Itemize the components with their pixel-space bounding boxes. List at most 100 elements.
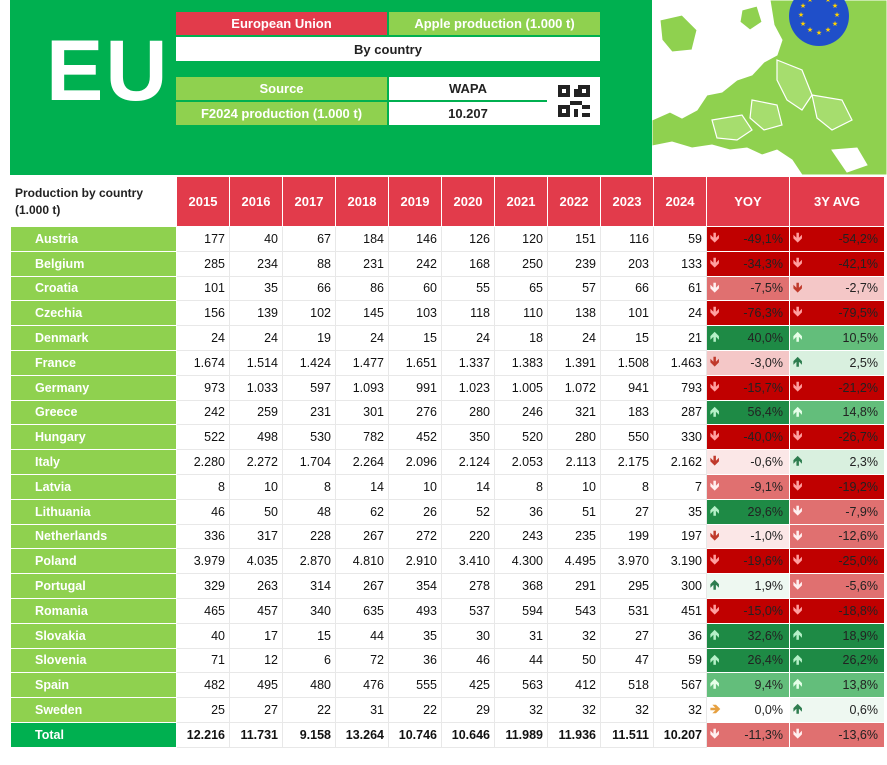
value-cell: 31 <box>335 697 389 723</box>
table-row: Latvia 8 10 8 14 10 14 8 10 8 7 🡻 -9,1% 🡻 -19,2% <box>10 473 885 500</box>
region-label: European Union <box>176 12 387 35</box>
value-cell: 537 <box>441 597 495 624</box>
arrow-up-icon: 🡹 <box>793 676 803 692</box>
value-cell: 40 <box>176 622 230 649</box>
yoy-value: -34,3% <box>743 256 783 271</box>
first-header-line1: Production by country <box>15 185 144 200</box>
value-cell: 267 <box>335 523 389 550</box>
forecast-label: F2024 production (1.000 t) <box>176 102 387 125</box>
country-name: Slovakia <box>10 622 177 649</box>
arrow-down-icon: 🡻 <box>710 254 720 270</box>
arrow-down-icon: 🡻 <box>793 378 803 394</box>
table-row: Slovakia 40 17 15 44 35 30 31 32 27 36 🡹 32,6% 🡹 18,9% <box>10 622 885 649</box>
country-name: Lithuania <box>10 498 177 525</box>
yoy-value: -15,7% <box>743 380 783 395</box>
value-cell: 1.463 <box>653 349 707 376</box>
value-cell: 1.514 <box>229 349 283 376</box>
avg-cell: 🡻 -79,5% <box>789 300 885 327</box>
avg-cell: 🡻 -42,1% <box>789 250 885 277</box>
table-row: Poland 3.979 4.035 2.870 4.810 2.910 3.410 4.30… <box>10 548 885 575</box>
avg-cell: 🡹 18,9% <box>789 622 885 649</box>
country-name: Portugal <box>10 573 177 599</box>
yoy-header: YOY <box>706 176 790 227</box>
value-cell: 146 <box>388 226 442 252</box>
avg-cell: 🡻 -21,2% <box>789 374 885 401</box>
value-cell: 11.511 <box>600 721 654 748</box>
country-name: Poland <box>10 548 177 575</box>
value-cell: 4.035 <box>229 548 283 575</box>
value-cell: 32 <box>653 697 707 723</box>
value-cell: 17 <box>229 622 283 649</box>
value-cell: 10 <box>229 473 283 500</box>
svg-text:★: ★ <box>834 11 840 19</box>
value-cell: 531 <box>600 597 654 624</box>
table-row: Greece 242 259 231 301 276 280 246 321 183 287 🡹 56,… <box>10 399 885 426</box>
country-name: Latvia <box>10 473 177 500</box>
value-cell: 15 <box>282 622 336 649</box>
value-cell: 301 <box>335 399 389 426</box>
value-cell: 498 <box>229 424 283 451</box>
value-cell: 2.910 <box>388 548 442 575</box>
value-cell: 9.158 <box>282 721 336 748</box>
avg-value: -13,6% <box>838 727 878 742</box>
value-cell: 15 <box>388 325 442 351</box>
value-cell: 522 <box>176 424 230 451</box>
value-cell: 24 <box>176 325 230 351</box>
arrow-down-icon: 🡻 <box>710 353 720 369</box>
value-cell: 177 <box>176 226 230 252</box>
value-cell: 32 <box>494 697 548 723</box>
value-cell: 482 <box>176 672 230 699</box>
eu-flag-icon <box>789 0 849 46</box>
value-cell: 26 <box>388 498 442 525</box>
avg-value: -18,8% <box>838 603 878 618</box>
table-row: Lithuania 46 50 48 62 26 52 36 51 27 35 🡹 29,6% 🡻 -7,9… <box>10 498 885 525</box>
value-cell: 35 <box>229 275 283 302</box>
yoy-value: 0,0% <box>754 703 784 718</box>
value-cell: 110 <box>494 300 548 327</box>
value-cell: 10.646 <box>441 721 495 748</box>
value-cell: 295 <box>600 573 654 599</box>
table-row: Hungary 522 498 530 782 452 350 520 280 550 330 🡻 -4… <box>10 424 885 451</box>
arrow-up-icon: 🡹 <box>710 676 720 692</box>
table-row: Italy 2.280 2.272 1.704 2.264 2.096 2.124 2.053… <box>10 449 885 475</box>
yoy-value: -7,5% <box>750 281 783 296</box>
value-cell: 350 <box>441 424 495 451</box>
value-cell: 101 <box>176 275 230 302</box>
value-cell: 62 <box>335 498 389 525</box>
value-cell: 321 <box>547 399 601 426</box>
yoy-cell: 🡹 29,6% <box>706 498 790 525</box>
svg-text:★: ★ <box>816 0 822 2</box>
value-cell: 234 <box>229 250 283 277</box>
value-cell: 941 <box>600 374 654 401</box>
value-cell: 1.383 <box>494 349 548 376</box>
table-row: France 1.674 1.514 1.424 1.477 1.651 1.337 1.38… <box>10 349 885 376</box>
value-cell: 24 <box>335 325 389 351</box>
value-cell: 50 <box>229 498 283 525</box>
value-cell: 101 <box>600 300 654 327</box>
arrow-down-icon: 🡻 <box>710 725 720 741</box>
arrow-up-icon: 🡹 <box>710 502 720 518</box>
value-cell: 11.936 <box>547 721 601 748</box>
value-cell: 2.272 <box>229 449 283 475</box>
value-cell: 66 <box>282 275 336 302</box>
year-header-2017: 2017 <box>282 176 336 227</box>
value-cell: 231 <box>282 399 336 426</box>
value-cell: 246 <box>494 399 548 426</box>
avg-cell: 🡻 -19,2% <box>789 473 885 500</box>
value-cell: 4.300 <box>494 548 548 575</box>
value-cell: 44 <box>494 647 548 674</box>
country-name: Romania <box>10 597 177 624</box>
value-cell: 1.477 <box>335 349 389 376</box>
yoy-cell: 🡹 32,6% <box>706 622 790 649</box>
arrow-down-icon: 🡻 <box>710 304 720 320</box>
avg-value: 14,8% <box>842 405 878 420</box>
value-cell: 3.410 <box>441 548 495 575</box>
value-cell: 635 <box>335 597 389 624</box>
value-cell: 21 <box>653 325 707 351</box>
yoy-value: -1,0% <box>750 529 783 544</box>
value-cell: 412 <box>547 672 601 699</box>
value-cell: 126 <box>441 226 495 252</box>
value-cell: 103 <box>388 300 442 327</box>
value-cell: 36 <box>388 647 442 674</box>
arrow-down-icon: 🡻 <box>710 453 720 469</box>
